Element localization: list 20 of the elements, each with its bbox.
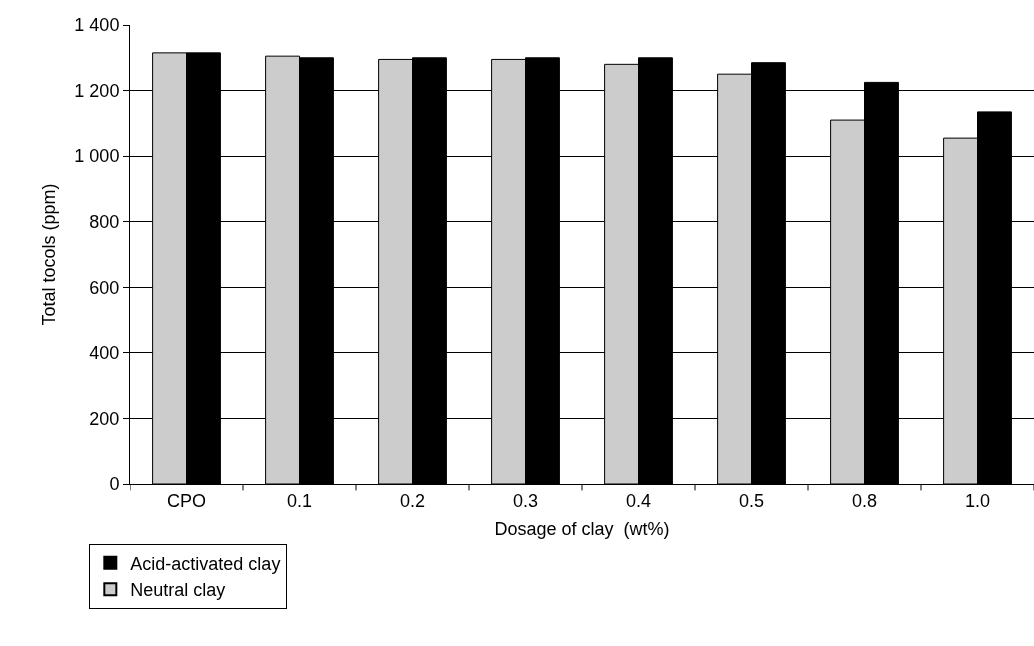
y-tick-label: 1 200 xyxy=(74,80,120,101)
x-tick-label: CPO xyxy=(166,490,207,511)
y-tick-label: 1 000 xyxy=(74,146,120,167)
x-tick-label: 1.0 xyxy=(964,490,991,511)
x-tick-label: 0.5 xyxy=(738,490,765,511)
x-tick-label: 0.3 xyxy=(512,490,539,511)
y-tick-label: 200 xyxy=(89,408,120,429)
x-tick-label: 0.8 xyxy=(851,490,878,511)
y-tick-label: 1 400 xyxy=(74,15,120,36)
x-tick-label: 0.2 xyxy=(399,490,426,511)
y-tick-label: 600 xyxy=(89,277,120,298)
x-axis-title: Dosage of clay (wt%) xyxy=(494,518,670,539)
y-tick-label: 800 xyxy=(89,212,120,233)
legend-label: Neutral clay xyxy=(130,580,226,601)
y-axis-title: Total tocols (ppm) xyxy=(38,183,59,326)
legend-label: Acid-activated clay xyxy=(130,553,281,574)
y-tick-label: 0 xyxy=(109,474,120,495)
x-tick-label: 0.1 xyxy=(286,490,313,511)
y-tick-label: 400 xyxy=(89,343,120,364)
x-tick-label: 0.4 xyxy=(625,490,652,511)
